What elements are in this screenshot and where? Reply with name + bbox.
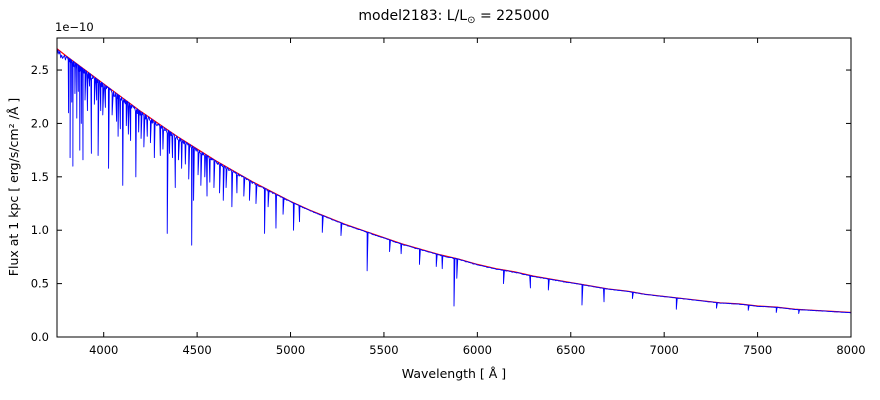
x-tick-label: 5000 <box>276 343 305 357</box>
x-tick-label: 5500 <box>369 343 398 357</box>
y-axis-label: Flux at 1 kpc [ erg/s/cm² /Å ] <box>6 97 21 277</box>
y-axis-ticks: 0.0 0.5 1.0 1.5 2.0 2.5 <box>31 63 851 344</box>
x-tick-label: 7000 <box>650 343 679 357</box>
x-axis-label: Wavelength [ Å ] <box>401 366 507 381</box>
y-axis-offset-label: 1e−10 <box>55 20 94 34</box>
spectrum-line <box>56 49 852 314</box>
plot-border <box>56 37 852 338</box>
plot-title-text: model2183: L/L <box>358 8 468 24</box>
y-tick-label: 1.0 <box>31 223 49 237</box>
plot-title-value: = 225000 <box>475 8 550 24</box>
y-tick-label: 0.5 <box>31 277 49 291</box>
solar-symbol: ⊙ <box>467 15 476 26</box>
continuum-line <box>56 48 852 314</box>
x-tick-label: 8000 <box>836 343 865 357</box>
y-tick-label: 0.0 <box>31 330 49 344</box>
x-tick-label: 4000 <box>89 343 118 357</box>
x-tick-label: 4500 <box>182 343 211 357</box>
plot-series <box>56 48 852 314</box>
x-tick-label: 7500 <box>743 343 772 357</box>
y-tick-label: 2.5 <box>31 63 49 77</box>
y-tick-label: 2.0 <box>31 116 49 130</box>
y-tick-label: 1.5 <box>31 170 49 184</box>
plot-title: model2183: L/L⊙ = 225000 <box>57 8 851 26</box>
x-tick-label: 6500 <box>556 343 585 357</box>
x-tick-label: 6000 <box>463 343 492 357</box>
x-axis-ticks: 4000 4500 5000 5500 6000 6500 7000 7500 8000 <box>89 38 866 357</box>
